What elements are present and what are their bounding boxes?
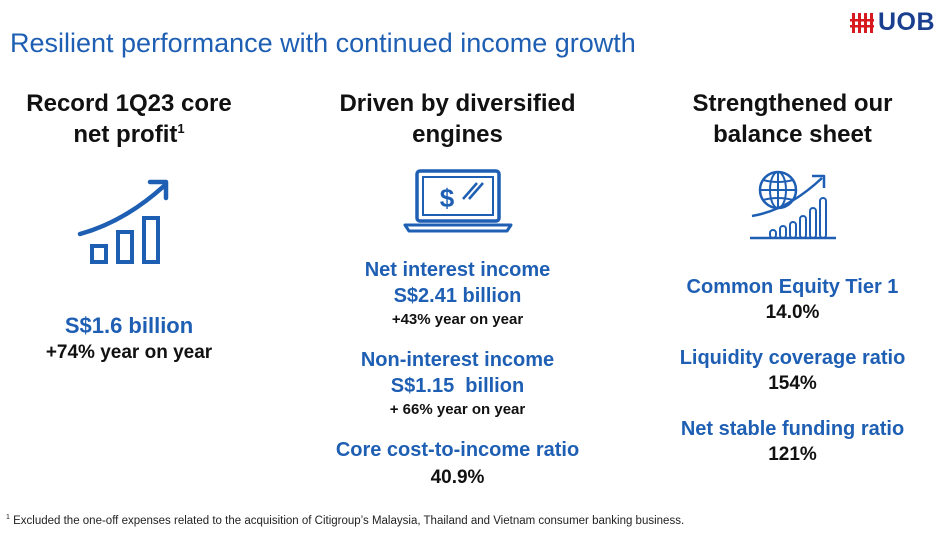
metric-value: S$1.15 billion [390, 375, 525, 397]
metric-non-interest-income: Non-interest income S$1.15 billion + 66%… [290, 347, 625, 421]
column-title-line2: net profit1 [0, 119, 258, 150]
column-title-line2: balance sheet [713, 121, 872, 148]
footnote-marker: 1 [177, 121, 185, 136]
column-title-line1: Strengthened our [692, 90, 893, 117]
metric-value: 40.9% [430, 467, 485, 488]
column-title-line1: Record 1Q23 core [26, 90, 232, 117]
metric-value: 121% [768, 444, 817, 465]
uob-logo: UOB [849, 8, 935, 37]
metric-value: 154% [768, 373, 817, 394]
column-title-line2-text: net profit [73, 121, 178, 148]
metric-name: Net stable funding ratio [680, 418, 905, 440]
metric-change: + 66% year on year [389, 401, 526, 418]
column-title: Record 1Q23 core net profit1 [0, 88, 258, 150]
metric-name: Net interest income [364, 259, 551, 281]
metric-cet1: Common Equity Tier 1 14.0% [645, 274, 940, 325]
metric-value: S$2.41 billion [393, 285, 522, 307]
column-title: Driven by diversified engines [290, 88, 625, 150]
metric-name: Common Equity Tier 1 [686, 276, 899, 298]
metric-cost-to-income: Core cost-to-income ratio 40.9% [290, 437, 625, 490]
income-engines-column: Driven by diversified engines $ Net inte… [290, 88, 625, 490]
balance-sheet-column: Strengthened our balance sheet Common Eq… [645, 88, 940, 467]
laptop-dollar-icon: $ [403, 169, 512, 233]
column-title-line1: Driven by diversified [339, 90, 576, 117]
metric-name: Core cost-to-income ratio [335, 439, 580, 461]
footnote-marker: 1 [6, 514, 10, 521]
metric-net-stable-funding: Net stable funding ratio 121% [645, 416, 940, 467]
footnote-text: Excluded the one-off expenses related to… [9, 514, 685, 527]
column-title: Strengthened our balance sheet [645, 88, 940, 150]
uob-logo-icon [849, 12, 874, 33]
logo-text: UOB [877, 8, 935, 36]
footnote: 1 Excluded the one-off expenses related … [6, 514, 684, 527]
net-profit-column: Record 1Q23 core net profit1 S$1.6 billi… [0, 88, 258, 365]
column-title-line2: engines [412, 121, 503, 148]
metric-name: Liquidity coverage ratio [679, 347, 906, 369]
net-profit-change: +74% year on year [45, 342, 213, 363]
metric-name: Non-interest income [360, 349, 555, 371]
svg-text:$: $ [439, 183, 454, 213]
metric-liquidity-coverage: Liquidity coverage ratio 154% [645, 345, 940, 396]
page-title: Resilient performance with continued inc… [10, 28, 636, 58]
metric-net-interest-income: Net interest income S$2.41 billion +43% … [290, 257, 625, 331]
globe-growth-icon [749, 170, 836, 240]
metric-change: +43% year on year [391, 311, 524, 328]
net-profit-value: S$1.6 billion [64, 313, 194, 338]
metric-value: 14.0% [765, 302, 820, 323]
growth-bar-chart-icon [77, 179, 169, 264]
